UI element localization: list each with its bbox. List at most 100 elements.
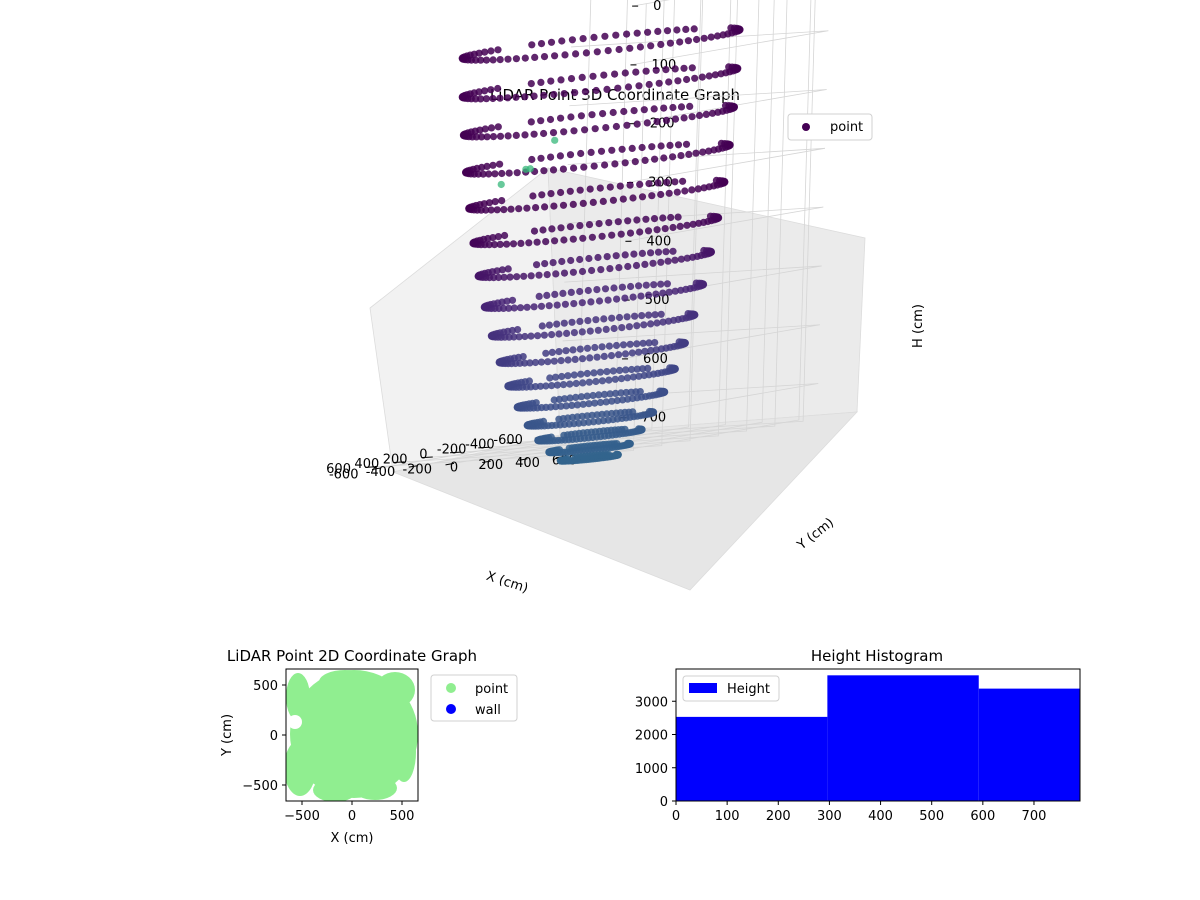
scatter-point	[573, 401, 582, 409]
scatter-point	[612, 450, 620, 458]
scatter-point	[489, 133, 498, 141]
y-tick-label: 2000	[635, 729, 668, 744]
x-tick	[449, 451, 462, 454]
scatter-point	[661, 225, 669, 233]
scatter3d-ylabel: Y (cm)	[794, 515, 837, 553]
scatter-point	[665, 189, 673, 197]
scatter-point	[657, 310, 665, 318]
scatter-point	[521, 54, 529, 62]
scatter-point	[580, 442, 588, 450]
scatter-point	[515, 205, 523, 213]
scatter-point	[490, 241, 499, 249]
scatter-point	[557, 188, 565, 197]
scatter-point	[671, 256, 679, 264]
scatter-point	[612, 252, 620, 260]
scatter-point	[598, 343, 606, 351]
scatter-point	[586, 185, 594, 193]
scatter-point	[476, 126, 484, 134]
scatter-point	[567, 113, 575, 121]
scatter-point	[590, 33, 598, 42]
scatter-point	[494, 123, 502, 131]
scatter3d-outliers	[497, 136, 559, 189]
scatter-point	[551, 290, 559, 298]
scatter-point	[564, 372, 572, 380]
scatter-point	[512, 131, 520, 139]
scatter-point	[683, 221, 691, 229]
scatter-point	[541, 203, 549, 211]
scatter-point	[660, 104, 668, 112]
scatter-point	[595, 391, 603, 399]
scatter-point	[636, 43, 645, 51]
scatter-point	[578, 267, 587, 276]
scatter-point	[629, 194, 637, 202]
scatter-point	[683, 254, 691, 262]
scatter-point	[633, 216, 641, 224]
scatter-point	[594, 326, 602, 334]
scatter-point	[505, 169, 513, 177]
scatter-point	[635, 282, 643, 290]
scatter-point	[591, 125, 599, 133]
scatter-point	[629, 293, 637, 301]
scatter-point	[494, 84, 502, 93]
outlier-point	[497, 180, 505, 189]
scatter-point	[494, 46, 502, 54]
scatter-point	[623, 374, 632, 382]
x-tick-label: 600	[970, 809, 995, 824]
scatter-point	[535, 271, 543, 279]
x-tick	[478, 446, 490, 449]
grid-line	[461, 0, 732, 453]
scatter-point	[558, 372, 566, 381]
scatter-point	[608, 397, 616, 405]
scatter-point	[635, 425, 643, 433]
scatter-point	[581, 126, 589, 134]
scatter2d-chart: LiDAR Point 2D Coordinate Graph −500 0 500…	[220, 647, 518, 846]
scatter-point	[503, 297, 511, 305]
scatter-point	[644, 364, 652, 372]
scatter-point	[537, 117, 545, 125]
scatter-point	[566, 394, 574, 402]
scatter-point	[491, 198, 499, 206]
scatter-point	[628, 349, 636, 357]
scatter-point	[615, 313, 624, 322]
scatter-point	[548, 225, 556, 233]
scatter-point	[544, 358, 552, 366]
scatter-point	[542, 238, 550, 246]
scatter-point	[477, 133, 486, 141]
scatter-point	[543, 271, 551, 279]
scatter-point	[580, 163, 588, 171]
histogram-bars	[676, 675, 1080, 801]
scatter-point	[694, 185, 702, 193]
scatter-point	[642, 281, 650, 289]
scatter-point	[600, 352, 608, 360]
scatter-point	[643, 119, 651, 127]
scatter-point	[578, 355, 587, 363]
scatter-point	[487, 47, 495, 55]
scatter-point	[596, 184, 604, 192]
scatter-point	[608, 231, 616, 239]
point-cloud-lobe	[392, 722, 416, 782]
scatter-point	[553, 381, 562, 389]
pane-floor	[391, 411, 858, 591]
scatter-point	[533, 261, 541, 269]
scatter-point	[498, 169, 506, 178]
scatter-point	[632, 261, 641, 270]
scatter-point	[614, 84, 622, 92]
scatter-point	[576, 186, 584, 194]
scatter-point	[530, 303, 538, 311]
scatter-point	[618, 145, 626, 153]
scatter-point	[613, 396, 621, 405]
scatter-point	[552, 270, 560, 278]
scatter-point	[657, 40, 665, 49]
scatter-point	[676, 38, 684, 46]
scatter-point	[682, 25, 690, 33]
x-tick	[365, 466, 377, 468]
scatter-point	[572, 50, 580, 58]
scatter-point	[566, 151, 575, 159]
scatter-point	[725, 63, 733, 71]
scatter-point	[579, 429, 587, 437]
scatter-point	[552, 373, 560, 381]
scatter-point	[698, 73, 706, 81]
scatter-point	[515, 333, 523, 341]
scatter-point	[496, 240, 504, 248]
scatter-point	[569, 268, 578, 276]
